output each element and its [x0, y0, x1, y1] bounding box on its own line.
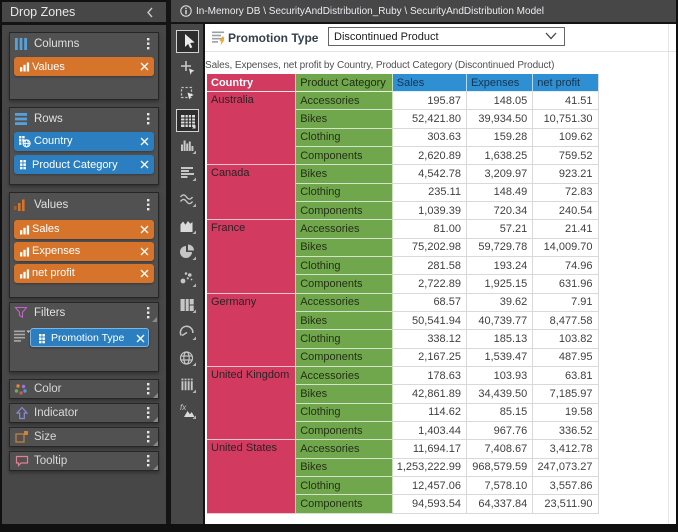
svg-text:fx: fx: [180, 403, 187, 412]
